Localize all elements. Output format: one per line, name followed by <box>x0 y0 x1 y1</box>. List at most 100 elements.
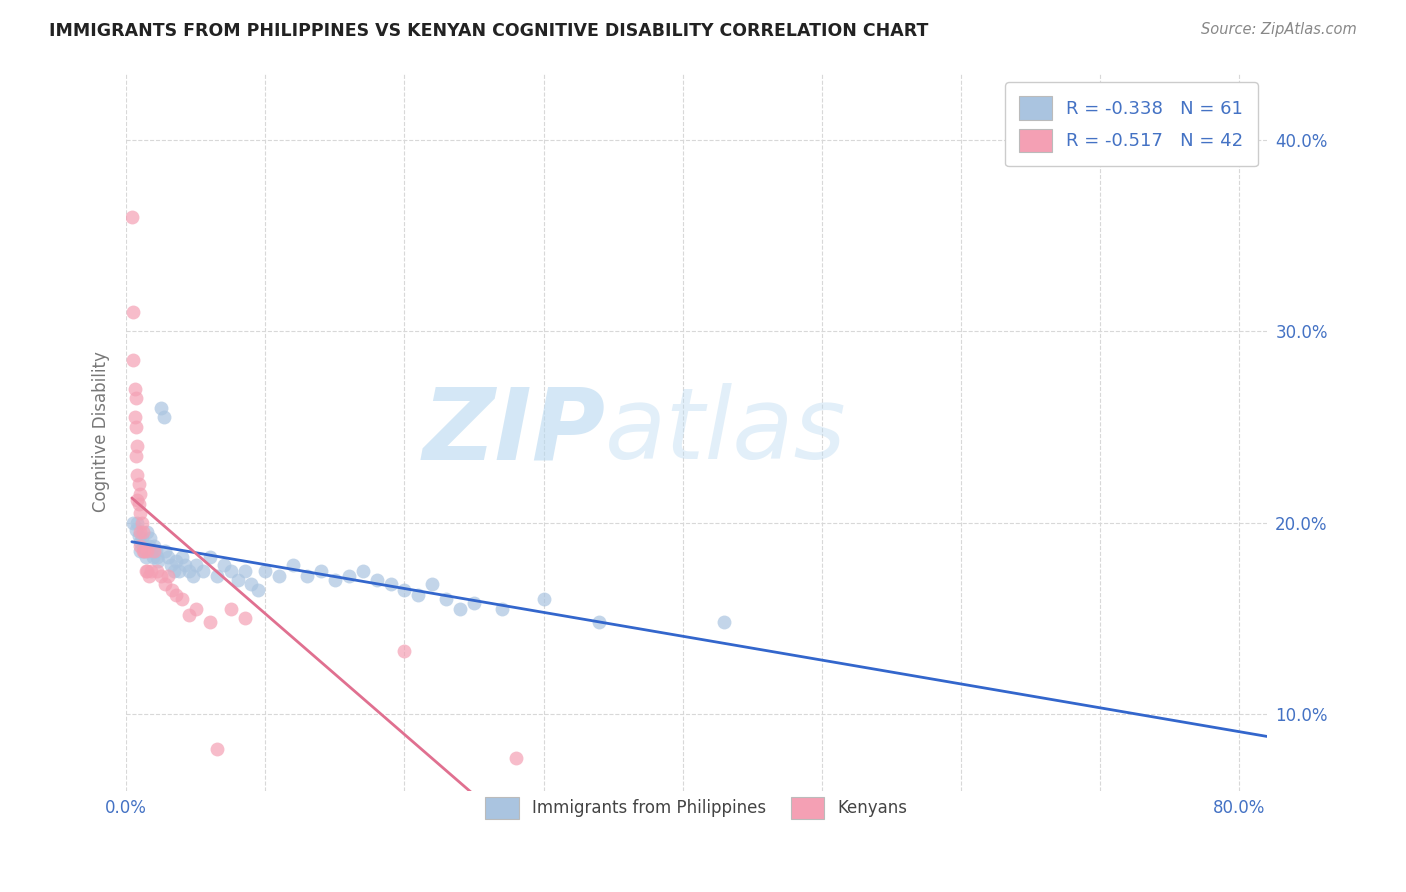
Point <box>125 392 148 406</box>
Point <box>141 544 163 558</box>
Point <box>129 534 152 549</box>
Point <box>191 564 214 578</box>
Point <box>184 558 207 572</box>
Point <box>159 558 181 572</box>
Point <box>155 577 177 591</box>
Point <box>121 210 143 224</box>
Point <box>143 539 166 553</box>
Point <box>138 539 160 553</box>
Point <box>394 582 416 597</box>
Point <box>198 615 221 630</box>
Point <box>170 550 193 565</box>
Point <box>177 564 200 578</box>
Point <box>129 487 152 501</box>
Point <box>323 573 346 587</box>
Point <box>165 554 187 568</box>
Point <box>167 564 190 578</box>
Point <box>219 602 242 616</box>
Point <box>132 525 155 540</box>
Point <box>157 569 180 583</box>
Point <box>205 741 228 756</box>
Point <box>128 497 150 511</box>
Point <box>127 492 149 507</box>
Point <box>122 353 145 368</box>
Point <box>132 544 155 558</box>
Point <box>150 401 173 415</box>
Point <box>125 420 148 434</box>
Point <box>129 544 152 558</box>
Point <box>135 550 157 565</box>
Point <box>337 569 360 583</box>
Point <box>533 592 555 607</box>
Point <box>132 539 155 553</box>
Point <box>434 592 457 607</box>
Text: IMMIGRANTS FROM PHILIPPINES VS KENYAN COGNITIVE DISABILITY CORRELATION CHART: IMMIGRANTS FROM PHILIPPINES VS KENYAN CO… <box>49 22 928 40</box>
Point <box>129 539 152 553</box>
Point <box>125 524 148 538</box>
Point <box>139 531 162 545</box>
Point <box>131 531 153 545</box>
Point <box>143 544 166 558</box>
Point <box>122 516 145 530</box>
Point <box>146 550 169 565</box>
Point <box>136 544 159 558</box>
Point <box>588 615 610 630</box>
Point <box>157 550 180 565</box>
Point <box>177 607 200 622</box>
Point <box>233 564 256 578</box>
Point <box>352 564 374 578</box>
Point <box>148 554 170 568</box>
Point <box>240 577 263 591</box>
Point <box>269 569 291 583</box>
Point <box>170 592 193 607</box>
Text: ZIP: ZIP <box>422 384 606 480</box>
Point <box>394 644 416 658</box>
Point <box>127 516 149 530</box>
Point <box>141 564 163 578</box>
Point <box>129 525 152 540</box>
Point <box>491 602 513 616</box>
Point <box>122 305 145 319</box>
Point <box>283 558 305 572</box>
Point <box>449 602 471 616</box>
Point <box>295 569 318 583</box>
Point <box>205 569 228 583</box>
Point <box>165 588 187 602</box>
Point <box>128 477 150 491</box>
Point <box>408 588 430 602</box>
Point <box>129 506 152 520</box>
Point <box>309 564 332 578</box>
Point <box>219 564 242 578</box>
Point <box>366 573 388 587</box>
Point <box>128 529 150 543</box>
Point <box>125 449 148 463</box>
Point <box>138 569 160 583</box>
Point <box>124 382 146 396</box>
Y-axis label: Cognitive Disability: Cognitive Disability <box>93 351 110 512</box>
Point <box>162 564 184 578</box>
Point <box>198 550 221 565</box>
Point <box>463 596 485 610</box>
Point <box>142 550 165 565</box>
Point <box>212 558 235 572</box>
Point <box>247 582 270 597</box>
Point <box>136 564 159 578</box>
Point <box>127 439 149 453</box>
Point <box>226 573 249 587</box>
Point <box>131 516 153 530</box>
Point <box>146 564 169 578</box>
Point <box>145 544 167 558</box>
Legend: Immigrants from Philippines, Kenyans: Immigrants from Philippines, Kenyans <box>478 790 914 825</box>
Text: Source: ZipAtlas.com: Source: ZipAtlas.com <box>1201 22 1357 37</box>
Point <box>380 577 402 591</box>
Point <box>134 544 156 558</box>
Point <box>420 577 443 591</box>
Point <box>254 564 277 578</box>
Point <box>173 558 195 572</box>
Point <box>135 564 157 578</box>
Text: atlas: atlas <box>606 384 846 480</box>
Point <box>160 582 183 597</box>
Point <box>181 569 204 583</box>
Point <box>134 544 156 558</box>
Point <box>153 410 176 425</box>
